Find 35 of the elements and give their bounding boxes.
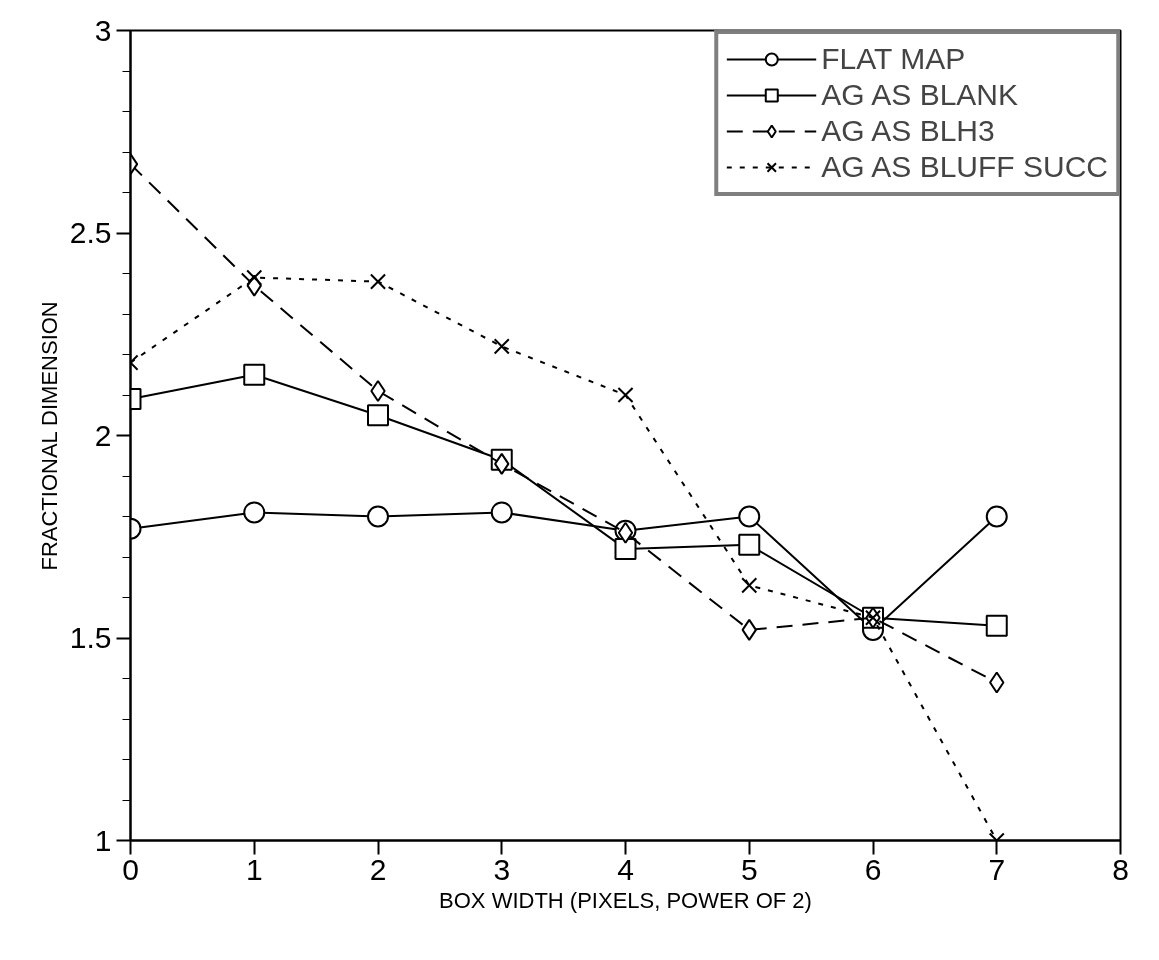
x-tick-label: 1 bbox=[245, 852, 263, 886]
y-axis-title: FRACTIONAL DIMENSION bbox=[36, 301, 62, 571]
y-tick-label: 2.5 bbox=[69, 216, 112, 249]
point bbox=[985, 614, 1008, 637]
x-tick-label: 8 bbox=[1112, 852, 1129, 886]
point bbox=[617, 386, 634, 404]
point bbox=[614, 537, 637, 560]
legend-label: FLAT MAP bbox=[821, 42, 966, 76]
x-tick-label: 7 bbox=[988, 852, 1006, 886]
legend-label: AG AS BLANK bbox=[821, 78, 1019, 112]
y-tick-label: 2 bbox=[94, 418, 112, 452]
y-tick-label: 1 bbox=[94, 823, 112, 857]
point bbox=[741, 577, 758, 594]
y-tick-label: 1.5 bbox=[69, 621, 112, 654]
x-tick-label: 5 bbox=[740, 852, 758, 886]
point bbox=[738, 533, 761, 556]
x-tick-label: 3 bbox=[493, 852, 511, 886]
x-tick-label: 2 bbox=[369, 852, 387, 886]
x-tick-label: 0 bbox=[122, 852, 139, 886]
x-axis-title: BOX WIDTH (PIXELS, POWER OF 2) bbox=[439, 887, 812, 913]
point bbox=[367, 404, 389, 427]
x-tick-label: 4 bbox=[617, 852, 634, 886]
point bbox=[490, 501, 513, 524]
legend-label: AG AS BLH3 bbox=[821, 114, 995, 148]
y-tick-label: 3 bbox=[94, 13, 112, 47]
point bbox=[246, 269, 263, 286]
point bbox=[369, 273, 387, 290]
legend-label: AG AS BLUFF SUCC bbox=[821, 150, 1108, 184]
point bbox=[243, 501, 266, 524]
point bbox=[493, 338, 510, 355]
point bbox=[738, 505, 761, 528]
point bbox=[243, 363, 266, 386]
point bbox=[985, 505, 1008, 528]
point bbox=[367, 505, 389, 528]
x-tick-label: 6 bbox=[864, 852, 882, 886]
